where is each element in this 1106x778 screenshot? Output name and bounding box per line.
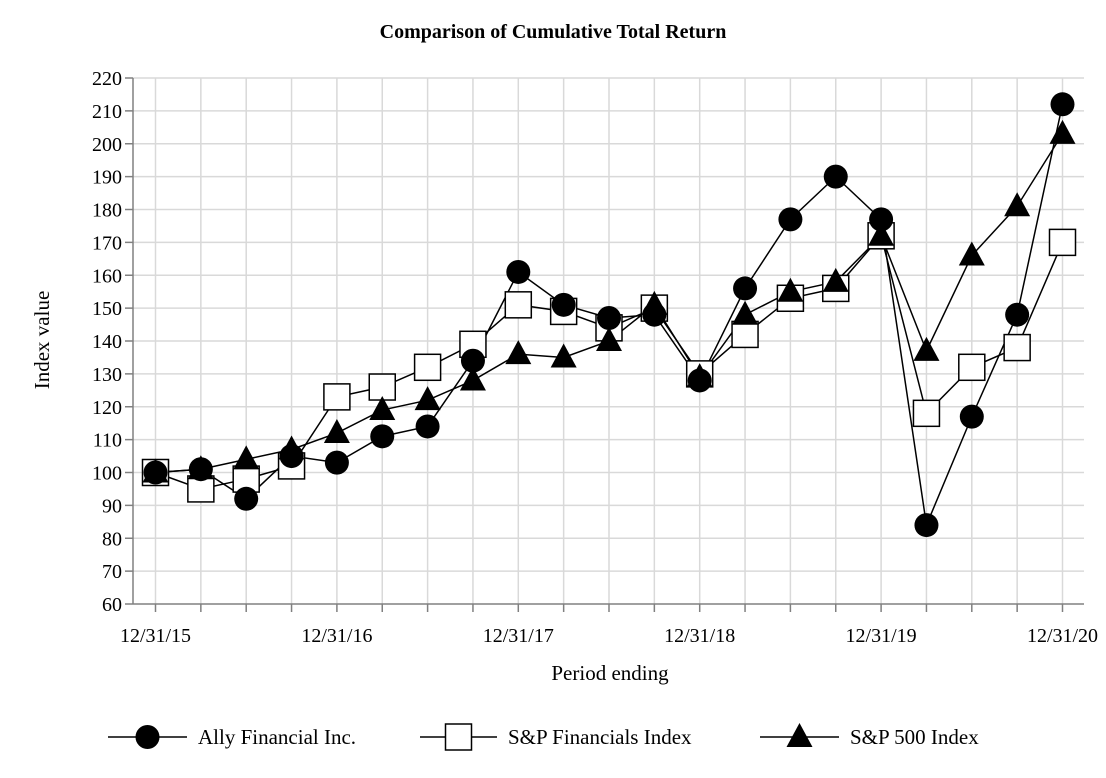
y-tick-label: 70 — [102, 561, 122, 583]
y-tick-label: 60 — [102, 594, 122, 616]
x-tick-label: 12/31/17 — [483, 625, 554, 647]
data-point-series-2 — [459, 366, 486, 391]
legend: Ally Financial Inc. S&P Financials Index S… — [108, 723, 979, 751]
data-point-series-2 — [732, 300, 759, 325]
x-tick-label: 12/31/18 — [664, 625, 735, 647]
data-point-series-1 — [1048, 228, 1077, 257]
y-tick-label: 80 — [102, 528, 122, 550]
data-point-series-0 — [460, 348, 485, 373]
data-point-series-2 — [868, 221, 895, 246]
data-point-series-2 — [550, 343, 577, 368]
data-point-series-1 — [413, 353, 442, 382]
y-tick-label: 210 — [92, 101, 122, 123]
y-tick-label: 90 — [102, 495, 122, 517]
data-point-series-0 — [823, 164, 848, 189]
data-point-series-2 — [1049, 119, 1076, 144]
y-tick-label: 150 — [92, 298, 122, 320]
y-tick-label: 190 — [92, 167, 122, 189]
data-point-series-0 — [869, 207, 894, 232]
y-tick-label: 120 — [92, 397, 122, 419]
y-tick-label: 180 — [92, 200, 122, 222]
data-point-series-2 — [913, 336, 940, 361]
data-point-series-0 — [234, 486, 259, 511]
data-point-series-2 — [505, 340, 532, 365]
data-point-series-2 — [777, 277, 804, 302]
chart-title: Comparison of Cumulative Total Return — [380, 21, 727, 43]
y-tick-label: 110 — [93, 430, 122, 452]
axes: 60 70 80 90 100 110 120 130 140 150 160 170 180 190 20… — [92, 68, 1098, 647]
data-point-series-1 — [912, 399, 941, 428]
data-point-series-2 — [1004, 192, 1031, 217]
data-point-series-0 — [778, 207, 803, 232]
data-point-series-0 — [506, 259, 531, 284]
x-axis-label: Period ending — [551, 661, 669, 685]
x-tick-label: 12/31/16 — [301, 625, 372, 647]
x-tick-label: 12/31/20 — [1027, 625, 1098, 647]
y-tick-label: 140 — [92, 331, 122, 353]
data-point-series-0 — [1050, 92, 1075, 117]
data-point-series-1 — [731, 320, 759, 349]
data-point-series-1 — [504, 291, 533, 319]
data-point-series-2 — [233, 445, 260, 470]
data-point-series-0 — [733, 276, 758, 301]
data-point-series-2 — [369, 396, 396, 421]
data-point-series-1 — [368, 373, 396, 401]
x-tick-label: 12/31/19 — [846, 625, 917, 647]
data-point-series-0 — [415, 414, 440, 439]
x-tick-label: 12/31/15 — [120, 625, 191, 647]
legend-label: S&P 500 Index — [850, 725, 979, 749]
data-point-series-0 — [687, 368, 712, 393]
y-tick-label: 100 — [92, 463, 122, 485]
data-point-series-0 — [370, 424, 395, 449]
y-tick-label: 220 — [92, 68, 122, 90]
data-point-series-0 — [1005, 302, 1030, 327]
data-point-series-2 — [958, 241, 985, 266]
y-tick-label: 170 — [92, 232, 122, 254]
data-point-series-0 — [597, 305, 621, 330]
data-point-series-0 — [279, 444, 304, 469]
data-point-series-2 — [323, 419, 350, 444]
data-point-series-2 — [596, 327, 622, 351]
y-tick-label: 160 — [92, 265, 122, 287]
legend-marker — [135, 725, 160, 749]
data-point-series-2 — [822, 267, 849, 292]
data-point-series-0 — [914, 513, 939, 538]
legend-label: Ally Financial Inc. — [198, 725, 356, 749]
legend-marker — [786, 723, 813, 747]
data-point-series-1 — [958, 353, 986, 382]
data-point-series-2 — [414, 386, 441, 411]
data-point-series-0 — [551, 292, 576, 317]
plot-area — [141, 92, 1077, 538]
data-point-series-0 — [143, 460, 168, 485]
legend-marker — [444, 723, 473, 751]
data-point-series-1 — [323, 383, 351, 411]
y-axis-label: Index value — [30, 291, 54, 390]
y-tick-label: 130 — [92, 364, 122, 386]
data-point-series-0 — [642, 302, 667, 327]
data-point-series-1 — [1003, 333, 1031, 362]
y-tick-label: 200 — [92, 134, 122, 156]
legend-label: S&P Financials Index — [508, 725, 692, 749]
data-point-series-0 — [188, 457, 213, 482]
data-point-series-0 — [324, 450, 349, 475]
data-point-series-0 — [959, 404, 984, 429]
